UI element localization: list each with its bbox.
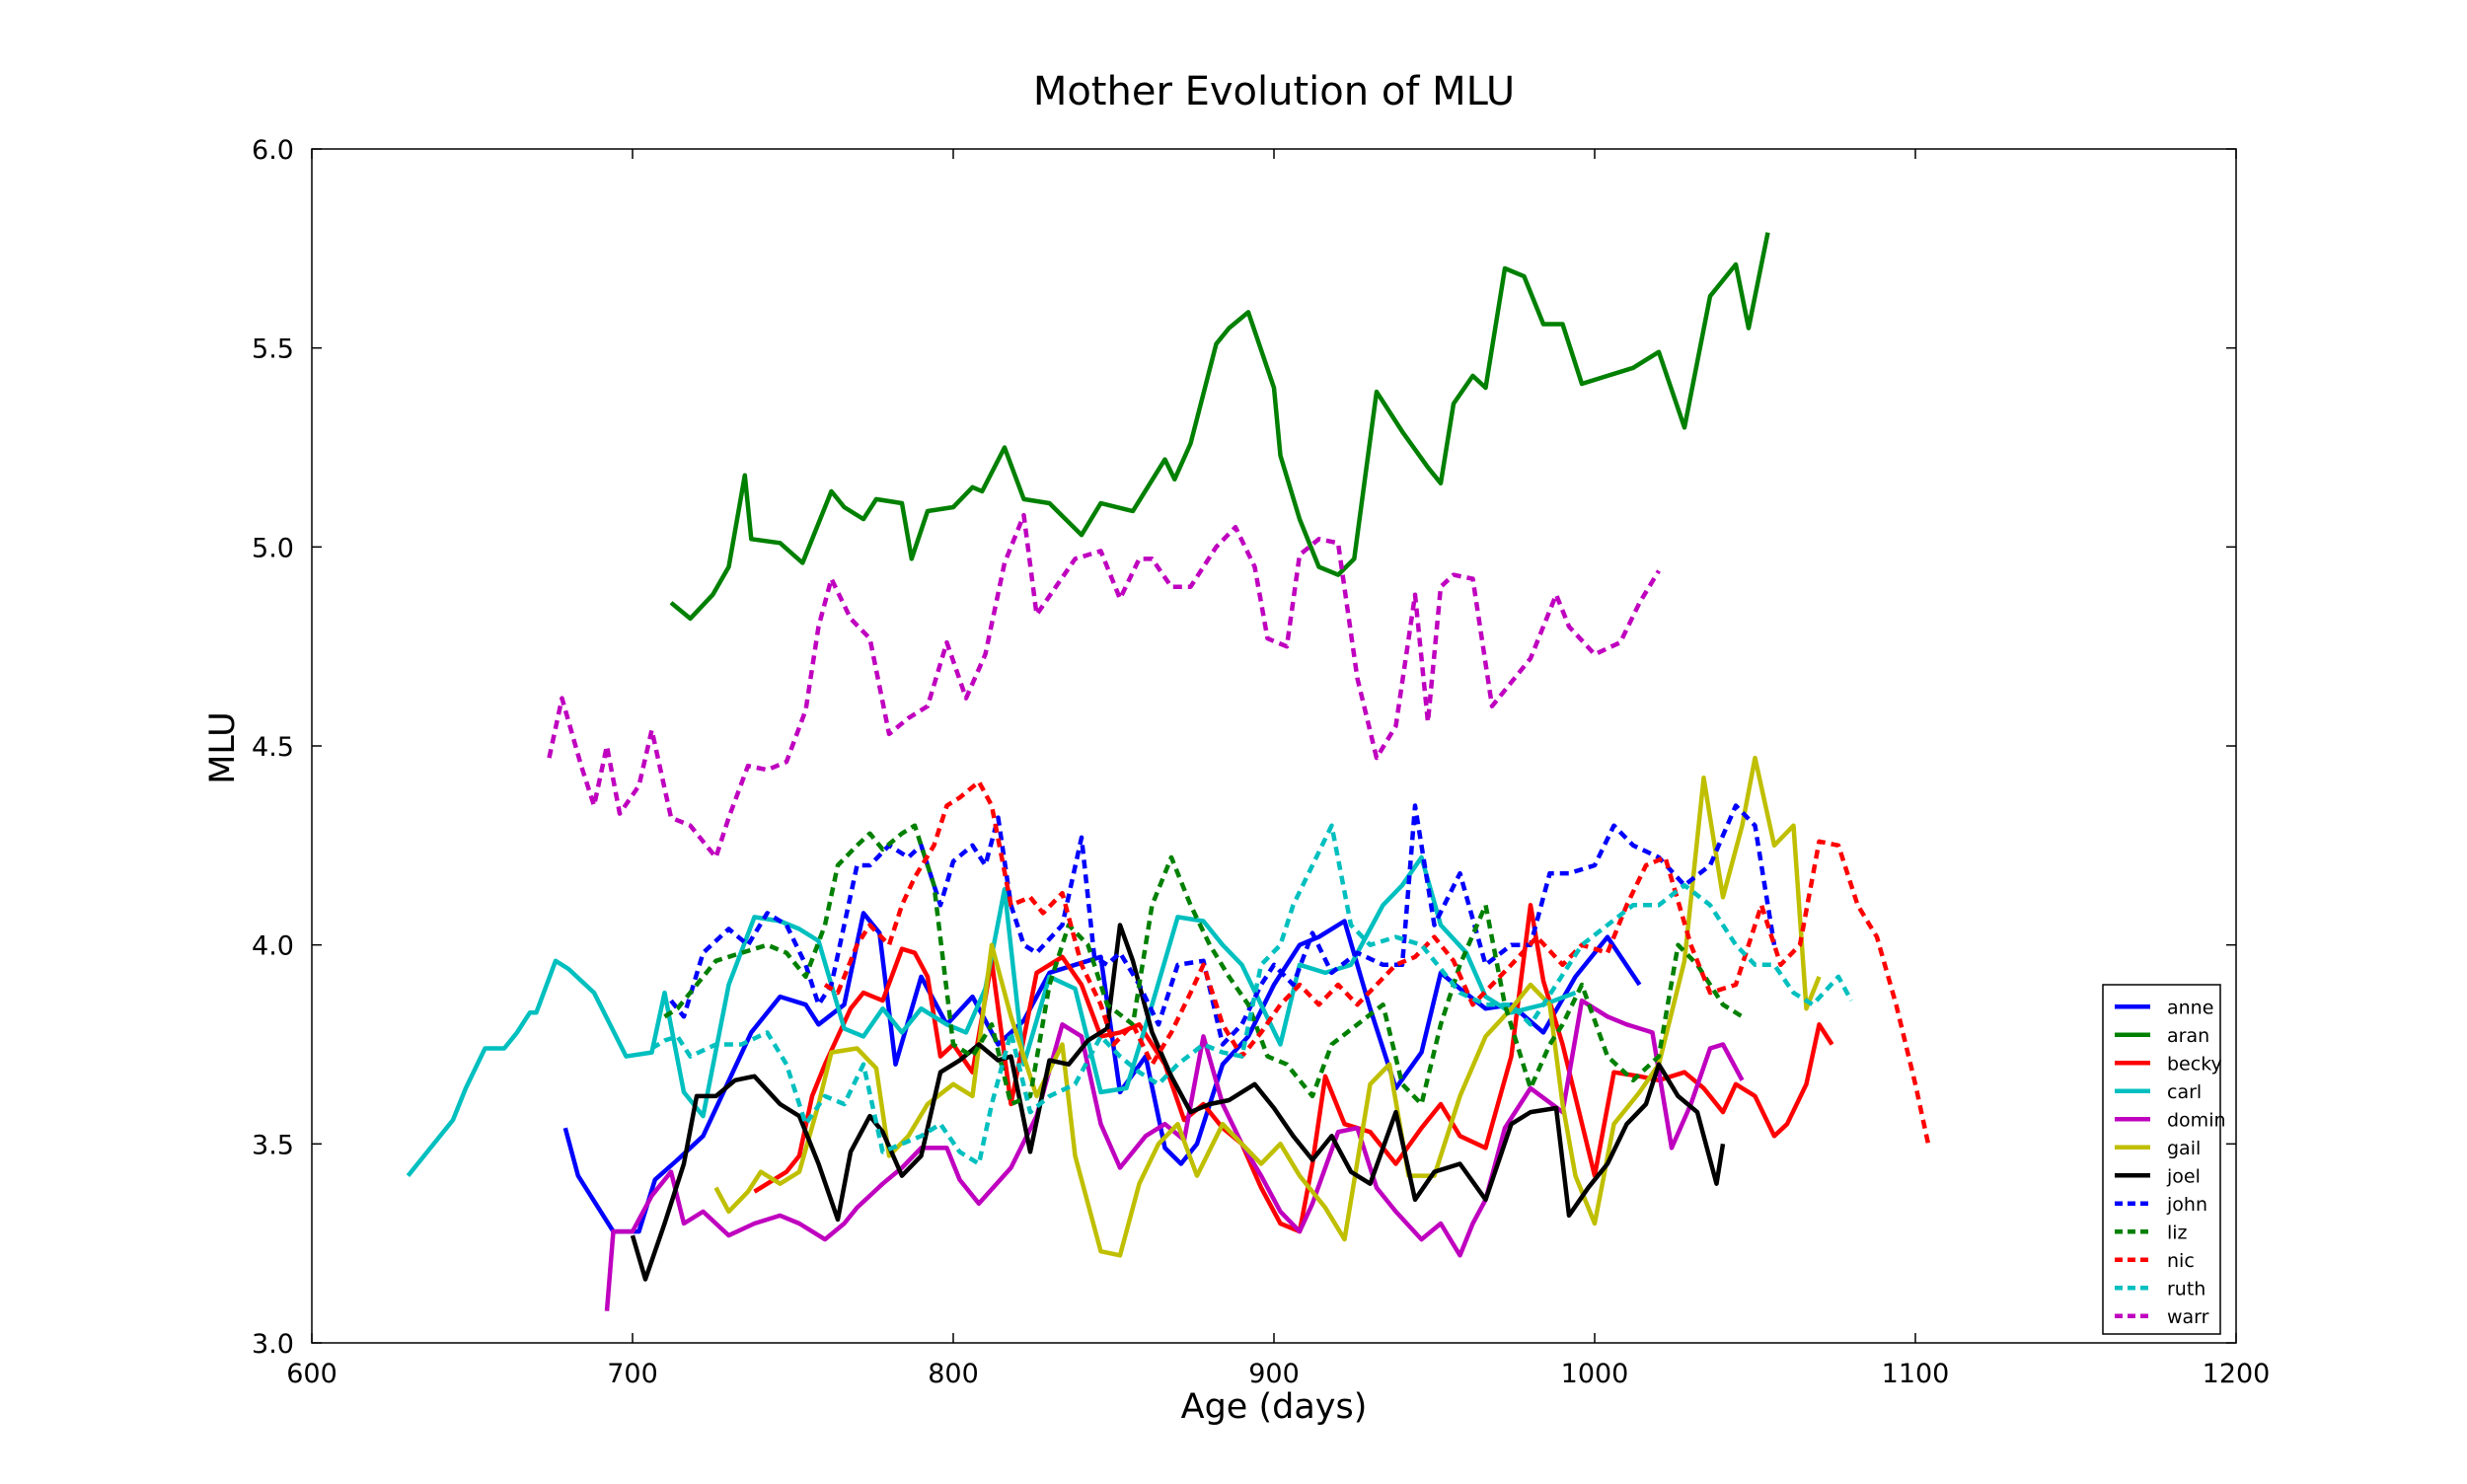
series-line-domin xyxy=(604,998,1745,1311)
legend-label-aran: aran xyxy=(2167,1025,2209,1047)
x-tick-label: 1100 xyxy=(1882,1359,1950,1389)
series-line-becky xyxy=(753,903,1834,1234)
chart-title: Mother Evolution of MLU xyxy=(1033,69,1515,114)
y-tick-label: 3.0 xyxy=(252,1329,294,1360)
legend-label-becky: becky xyxy=(2167,1053,2222,1075)
series-line-carl xyxy=(406,854,1577,1178)
series-line-ruth xyxy=(650,823,1853,1166)
legend-label-nic: nic xyxy=(2167,1250,2195,1272)
y-tick-label: 4.0 xyxy=(252,931,294,962)
legend-label-john: john xyxy=(2166,1194,2207,1216)
axes-layer: 600 700 800 900 1000 1100 1200 3.0 3.5 4.0 4.5 5.0 5… xyxy=(252,135,2270,1389)
x-tick-label: 1000 xyxy=(1561,1359,1629,1389)
y-axis-label: MLU xyxy=(203,711,243,784)
y-tick-label: 5.0 xyxy=(252,533,294,563)
legend: anne aran becky carl domin gail joel john liz nic… xyxy=(2102,984,2226,1335)
x-tick-label: 700 xyxy=(607,1359,658,1389)
y-tick-label: 3.5 xyxy=(252,1130,294,1160)
legend-label-domin: domin xyxy=(2167,1109,2226,1131)
legend-label-ruth: ruth xyxy=(2167,1278,2205,1299)
series-line-warr xyxy=(547,512,1661,860)
series-layer xyxy=(406,232,1931,1311)
legend-label-liz: liz xyxy=(2167,1222,2188,1243)
x-axis-label: Age (days) xyxy=(1181,1387,1368,1427)
x-tick-label: 1200 xyxy=(2203,1359,2271,1389)
legend-label-warr: warr xyxy=(2167,1306,2209,1328)
legend-label-joel: joel xyxy=(2166,1165,2201,1187)
series-line-joel xyxy=(630,923,1726,1282)
legend-box xyxy=(2102,984,2221,1335)
y-tick-label: 4.5 xyxy=(252,732,294,763)
series-line-liz xyxy=(663,823,1744,1107)
x-tick-label: 600 xyxy=(286,1359,337,1389)
y-tick-label: 6.0 xyxy=(252,135,294,166)
series-line-anne xyxy=(562,911,1642,1234)
series-line-gail xyxy=(713,755,1822,1258)
legend-label-anne: anne xyxy=(2167,997,2213,1018)
series-line-john xyxy=(669,803,1777,1047)
series-line-nic xyxy=(823,779,1931,1145)
y-tick-label: 5.5 xyxy=(252,334,294,365)
legend-label-gail: gail xyxy=(2167,1138,2201,1159)
legend-label-carl: carl xyxy=(2167,1081,2202,1103)
x-tick-label: 900 xyxy=(1248,1359,1300,1389)
x-tick-label: 800 xyxy=(928,1359,979,1389)
series-line-aran xyxy=(669,232,1770,622)
